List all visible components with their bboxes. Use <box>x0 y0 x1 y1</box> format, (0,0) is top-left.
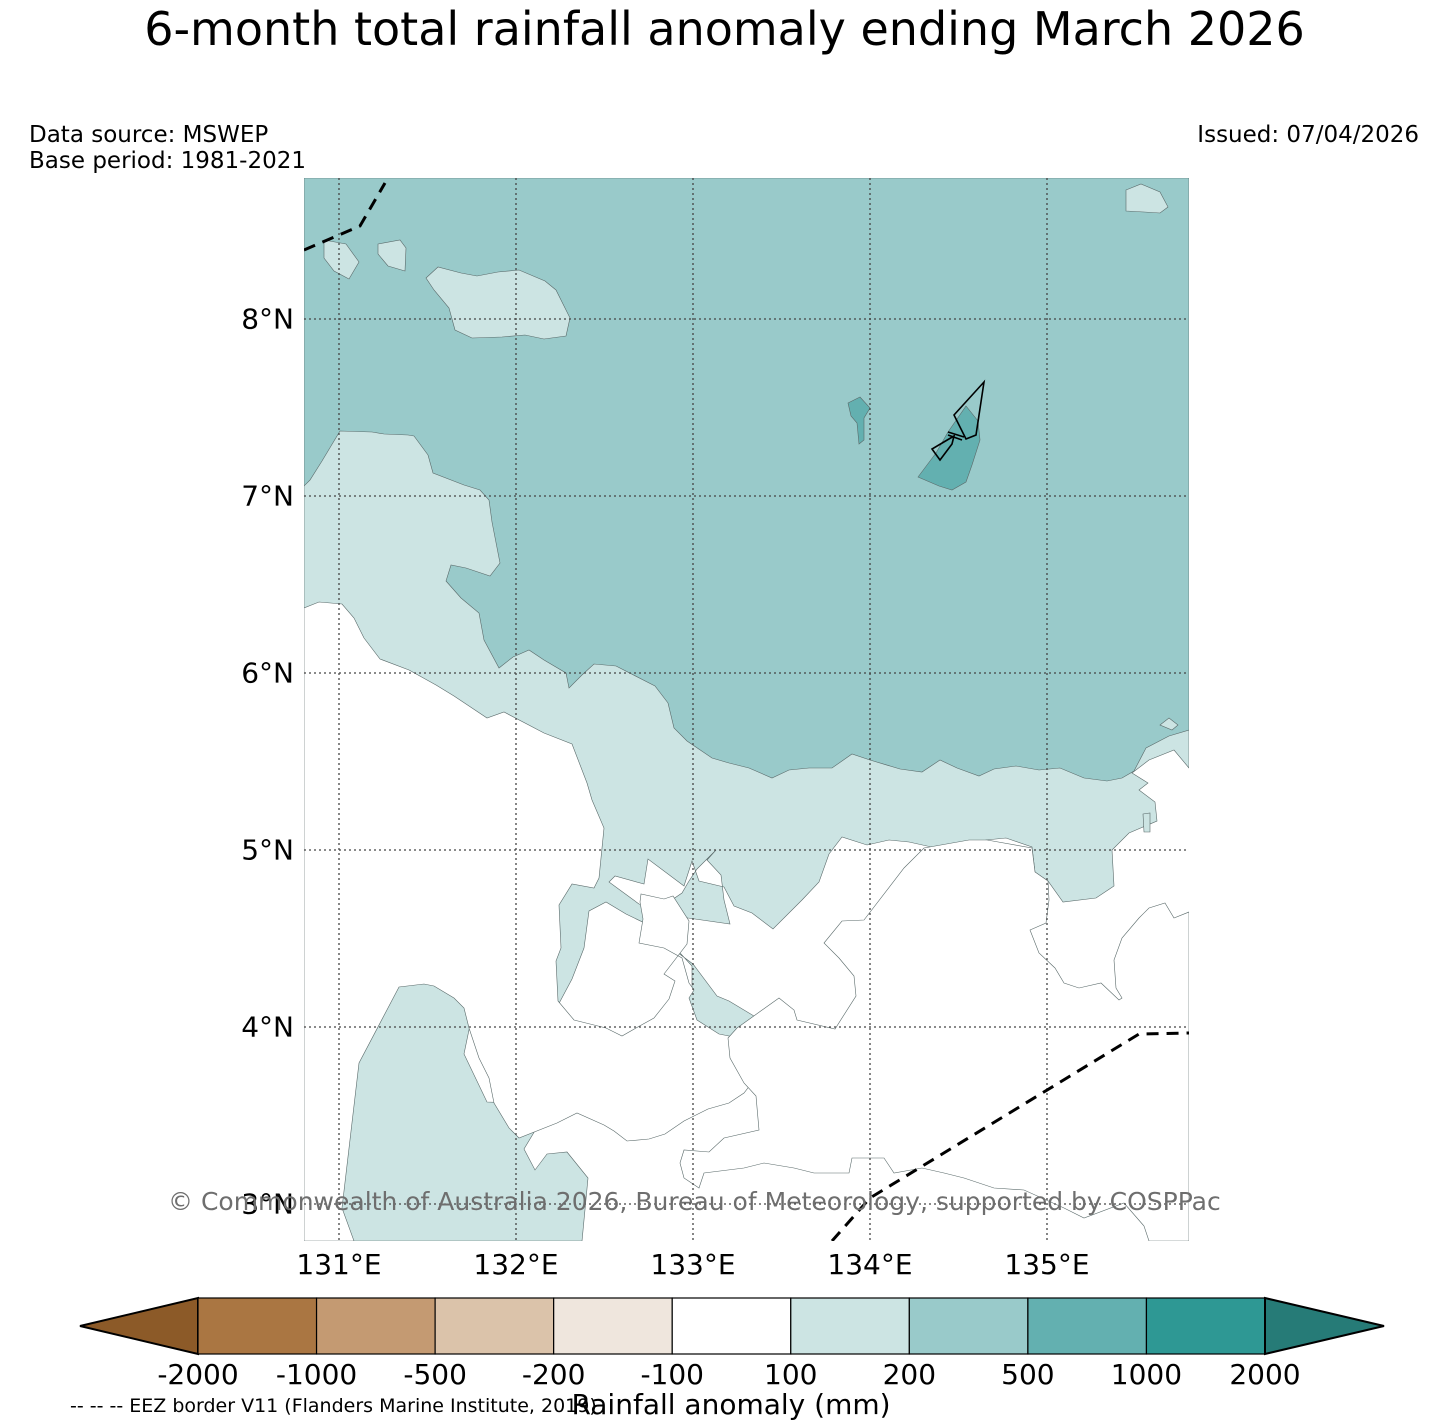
lon-label: 132°E <box>473 1248 559 1281</box>
lat-label: 6°N <box>241 656 294 690</box>
colorbar-tick-label: -2000 <box>157 1358 239 1391</box>
map-title: 6-month total rainfall anomaly ending Ma… <box>144 2 1305 56</box>
colorbar-segment <box>553 1297 673 1355</box>
copyright-notice: © Commonwealth of Australia 2026, Bureau… <box>168 1187 1221 1216</box>
colorbar-segment <box>1027 1297 1148 1355</box>
colorbar-extend-low <box>79 1296 199 1356</box>
colorbar-segment <box>315 1297 436 1355</box>
colorbar-tick-label: 200 <box>882 1358 937 1391</box>
lat-label: 4°N <box>241 1010 294 1044</box>
colorbar-extend-high <box>1264 1296 1385 1356</box>
lat-label: 8°N <box>241 302 294 336</box>
base-period: Base period: 1981-2021 <box>29 148 307 174</box>
lat-label: 5°N <box>241 833 294 867</box>
lon-label: 131°E <box>296 1248 382 1281</box>
colorbar <box>78 1296 1386 1356</box>
colorbar-segment <box>1145 1297 1266 1355</box>
colorbar-tick-label: -1000 <box>275 1358 358 1391</box>
anomaly-area-neutral <box>679 839 1189 1241</box>
colorbar-label: Rainfall anomaly (mm) <box>571 1388 891 1421</box>
lat-label: 7°N <box>241 479 294 513</box>
colorbar-segment <box>671 1297 792 1355</box>
rainfall-map <box>304 178 1189 1241</box>
eez-legend: -- -- -- EEZ border V11 (Flanders Marine… <box>70 1395 597 1417</box>
colorbar-tick-label: 100 <box>764 1358 818 1391</box>
colorbar-svg <box>79 1296 1385 1356</box>
graticule <box>304 178 1189 1241</box>
map-svg <box>304 178 1189 1241</box>
colorbar-tick-label: 1000 <box>1110 1358 1183 1391</box>
colorbar-tick-label: -100 <box>640 1358 704 1391</box>
data-source: Data source: MSWEP <box>29 122 269 148</box>
eez-border <box>304 182 1189 1241</box>
lon-label: 133°E <box>650 1248 736 1281</box>
lon-label: 135°E <box>1004 1248 1090 1281</box>
colorbar-tick-label: 500 <box>1001 1358 1055 1391</box>
colorbar-tick-label: -200 <box>521 1358 586 1391</box>
colorbar-segment <box>908 1297 1029 1355</box>
lon-label: 134°E <box>827 1248 913 1281</box>
colorbar-segment <box>434 1297 555 1355</box>
colorbar-tick-label: 2000 <box>1229 1358 1301 1391</box>
issued-date: Issued: 07/04/2026 <box>1197 122 1419 148</box>
data-source-block: Data source: MSWEP Base period: 1981-202… <box>29 122 306 174</box>
anomaly-islands-100-200 <box>323 183 1179 833</box>
lat-label: 3°N <box>241 1187 294 1221</box>
colorbar-tick-label: -500 <box>403 1358 467 1391</box>
anomaly-area-neutral <box>304 601 763 1241</box>
colorbar-segment <box>197 1297 318 1355</box>
colorbar-segment <box>790 1297 910 1355</box>
island-outline <box>930 379 986 462</box>
